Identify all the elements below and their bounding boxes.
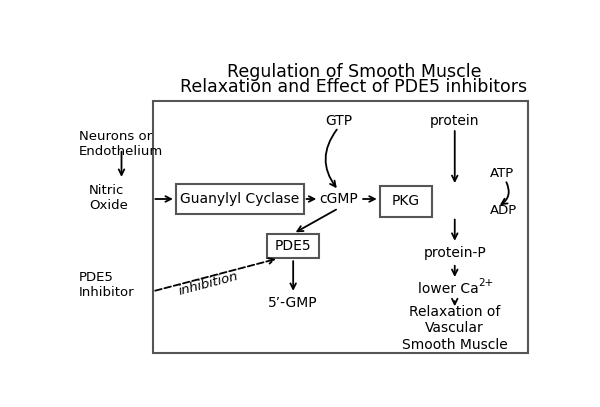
Text: Nitric
Oxide: Nitric Oxide [89, 184, 128, 212]
Text: PKG: PKG [391, 194, 419, 208]
Bar [267, 234, 319, 258]
Text: ATP: ATP [490, 167, 514, 180]
Text: GTP: GTP [325, 114, 352, 128]
Text: Relaxation of
Vascular
Smooth Muscle: Relaxation of Vascular Smooth Muscle [402, 305, 508, 352]
Text: 2+: 2+ [478, 278, 493, 288]
Text: PDE5: PDE5 [275, 239, 311, 253]
Text: Relaxation and Effect of PDE5 inhibitors: Relaxation and Effect of PDE5 inhibitors [181, 78, 527, 96]
Bar [380, 186, 431, 217]
Text: Neurons or
Endothelium: Neurons or Endothelium [79, 130, 163, 158]
Text: PDE5
Inhibitor: PDE5 Inhibitor [79, 271, 134, 299]
Bar [152, 101, 529, 353]
Bar [176, 184, 304, 214]
Text: Guanylyl Cyclase: Guanylyl Cyclase [180, 192, 299, 206]
Text: protein-P: protein-P [424, 246, 486, 260]
Text: protein: protein [430, 114, 479, 128]
Text: Regulation of Smooth Muscle: Regulation of Smooth Muscle [227, 63, 481, 81]
Text: ADP: ADP [490, 204, 517, 217]
Text: lower Ca: lower Ca [418, 282, 479, 296]
Text: inhibition: inhibition [176, 270, 239, 298]
Text: cGMP: cGMP [319, 192, 358, 206]
Text: 5’-GMP: 5’-GMP [268, 296, 318, 310]
